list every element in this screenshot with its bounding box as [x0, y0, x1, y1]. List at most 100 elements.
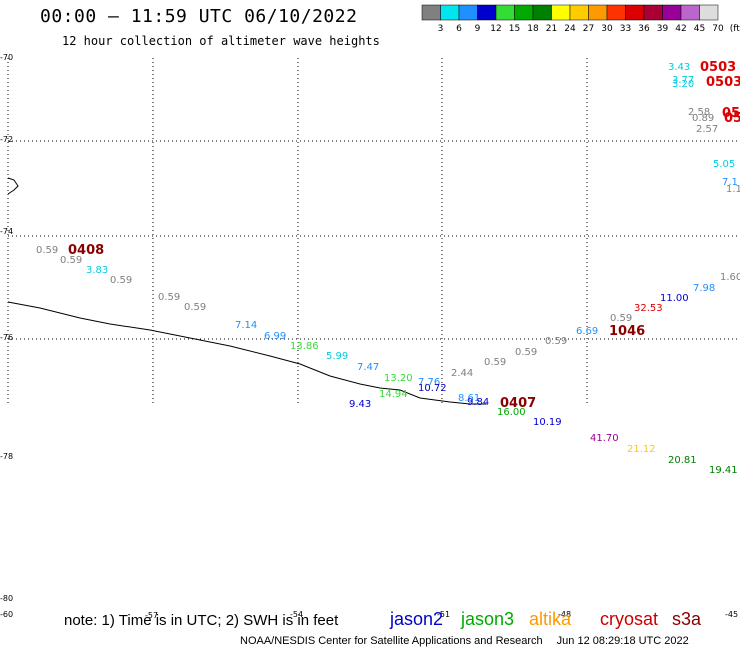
legend-label: 3	[438, 24, 444, 34]
wave-height-value: 3.83	[86, 265, 108, 276]
lon-label: -60	[0, 610, 13, 619]
lat-label: -72	[0, 135, 13, 144]
legend-label: 18	[527, 24, 539, 34]
legend-label: 15	[509, 24, 520, 34]
wave-height-value: 32.53	[634, 303, 663, 314]
wave-height-value: 0.59	[545, 336, 567, 347]
legend-label: (ft)	[730, 24, 740, 34]
wave-height-value: 1.60	[720, 272, 740, 283]
legend-swatch	[680, 4, 700, 21]
wave-height-value: 11.00	[660, 293, 689, 304]
graticule	[7, 58, 740, 404]
wave-height-value: 6.99	[264, 331, 286, 342]
wave-height-value: 0.59	[184, 302, 206, 313]
wave-height-value: 0.59	[515, 347, 537, 358]
wave-height-value: 0.89	[692, 113, 714, 124]
wave-height-value: 6.69	[576, 326, 598, 337]
wave-height-value: 20.81	[668, 455, 697, 466]
legend-swatch	[643, 4, 663, 21]
note-text: note: 1) Time is in UTC; 2) SWH is in fe…	[64, 612, 339, 629]
wave-height-value: 5.99	[326, 351, 348, 362]
track-time-label: 05	[724, 111, 740, 126]
wave-height-value: 3.43	[668, 62, 690, 73]
legend-label: 36	[638, 24, 650, 34]
legend-label: 12	[490, 24, 501, 34]
wave-height-value: 13.20	[384, 373, 413, 384]
wave-height-value: 14.94	[379, 389, 408, 400]
map-subtitle: 12 hour collection of altimeter wave hei…	[62, 34, 380, 48]
wave-height-value: 0.59	[36, 245, 58, 256]
wave-height-value: 7.76	[418, 377, 440, 388]
lat-label: -80	[0, 594, 13, 603]
satellite-cryosat: cryosat	[600, 609, 659, 629]
longitude-labels: -60 -57 -54 -51 -48 -45	[0, 610, 738, 620]
track-time-label: 05	[722, 106, 740, 121]
lon-label: -51	[437, 610, 450, 619]
legend-swatch	[514, 4, 534, 21]
wave-height-value: 9.43	[349, 399, 371, 410]
satellite-altika: altika	[529, 609, 572, 629]
track-time-label: 0407	[500, 396, 536, 411]
footer-date: Jun 12 08:29:18 UTC 2022	[556, 635, 689, 647]
legend-swatch	[699, 4, 719, 21]
wave-height-value: 0.59	[110, 275, 132, 286]
lon-label: -45	[725, 610, 738, 619]
legend-label: 42	[675, 24, 686, 34]
coast-inlet	[7, 177, 19, 195]
legend-label: 6	[456, 24, 462, 34]
legend-swatch	[495, 4, 515, 21]
footer-credit: NOAA/NESDIS Center for Satellite Applica…	[240, 635, 543, 647]
track-time-label: 1046	[609, 324, 645, 339]
wave-height-value: 7.14	[235, 320, 257, 331]
legend-label: 21	[546, 24, 557, 34]
legend-swatch	[458, 4, 478, 21]
legend-swatch	[421, 4, 441, 21]
track-time-label: 0503	[700, 60, 736, 75]
legend-label: 24	[564, 24, 576, 34]
wave-height-value: 16.00	[497, 407, 526, 418]
wave-height-value: 0.59	[610, 313, 632, 324]
legend-swatch	[440, 4, 460, 21]
legend-label: 70	[712, 24, 724, 34]
legend-label: 33	[620, 24, 631, 34]
wave-height-value: 19.41	[709, 465, 738, 476]
wave-height-value: 13.86	[290, 341, 319, 352]
track-time-label: 0408	[68, 243, 104, 258]
wave-height-value: 2.57	[696, 124, 718, 135]
wave-height-value: 5.05	[713, 159, 735, 170]
wave-height-value: 41.70	[590, 433, 619, 444]
footer: NOAA/NESDIS Center for Satellite Applica…	[240, 635, 689, 647]
wave-height-value: 21.12	[627, 444, 656, 455]
legend-swatch	[588, 4, 608, 21]
wave-height-values: 3.433.773.202.580.892.575.057.11.10.590.…	[36, 62, 740, 476]
coastline-path	[7, 301, 486, 405]
wave-height-value: 7.98	[693, 283, 715, 294]
legend-swatch	[551, 4, 571, 21]
legend-swatch	[606, 4, 626, 21]
wave-height-value: 0.59	[60, 255, 82, 266]
wave-height-value: 0.59	[158, 292, 180, 303]
wave-height-value: 3.20	[672, 79, 694, 90]
legend-label: 27	[583, 24, 594, 34]
satellite-s3a: s3a	[672, 609, 702, 629]
legend-label: 45	[694, 24, 705, 34]
satellite-jason3: jason3	[461, 609, 515, 629]
legend-swatch	[662, 4, 682, 21]
lat-label: -76	[0, 333, 13, 342]
lat-label: -70	[0, 53, 13, 62]
legend-label: 9	[475, 24, 481, 34]
latitude-labels: -70 -72 -74 -76 -78 -80	[0, 53, 13, 603]
wave-height-value: 0.59	[484, 357, 506, 368]
lon-label: -57	[145, 611, 158, 620]
wave-height-value: 9.84	[467, 397, 489, 408]
wave-height-value: 3.77	[672, 75, 694, 86]
legend-swatch	[625, 4, 645, 21]
lon-label: -48	[558, 610, 571, 619]
lat-label: -74	[0, 227, 13, 236]
lon-label: -54	[290, 610, 303, 619]
wave-height-value: 10.19	[533, 417, 562, 428]
